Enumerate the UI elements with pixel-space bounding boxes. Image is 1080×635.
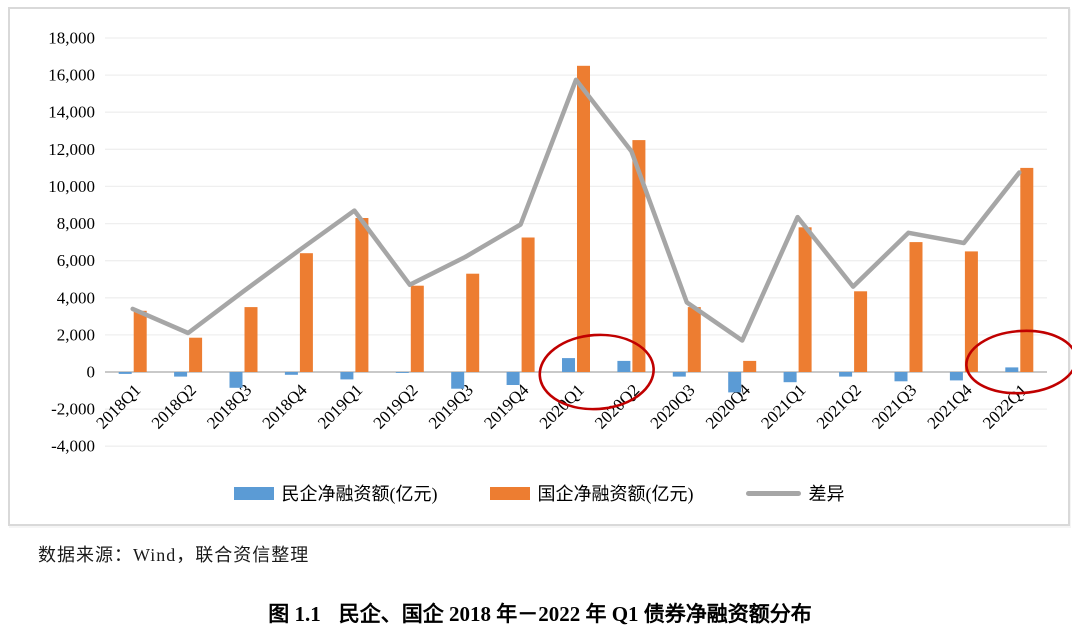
svg-text:2018Q1: 2018Q1 <box>92 380 144 432</box>
bar-series-0 <box>118 358 1019 393</box>
svg-text:2020Q3: 2020Q3 <box>646 380 698 432</box>
figure-caption: 图 1.1 民企、国企 2018 年－2022 年 Q1 债券净融资额分布 <box>0 598 1080 628</box>
svg-text:2019Q3: 2019Q3 <box>425 380 477 432</box>
chart-legend: 民企净融资额(亿元) 国企净融资额(亿元) 差异 <box>10 480 1068 506</box>
svg-text:14,000: 14,000 <box>48 103 95 122</box>
svg-text:2018Q4: 2018Q4 <box>259 380 312 433</box>
difference-line <box>130 77 1022 343</box>
figure-number: 图 1.1 <box>268 602 321 626</box>
svg-text:2018Q2: 2018Q2 <box>148 380 200 432</box>
figure-title: 民企、国企 2018 年－2022 年 Q1 债券净融资额分布 <box>338 602 812 626</box>
svg-text:16,000: 16,000 <box>48 66 95 85</box>
svg-text:8,000: 8,000 <box>57 214 95 233</box>
svg-text:-4,000: -4,000 <box>51 437 95 456</box>
legend-swatch-gray-line <box>745 490 801 496</box>
svg-text:2021Q3: 2021Q3 <box>868 380 920 432</box>
chart-container: -4,000 -2,000 0 2,000 4,000 6,000 8,000 10,000 1… <box>8 7 1078 526</box>
legend-item-difference: 差异 <box>745 480 845 506</box>
svg-text:18,000: 18,000 <box>48 29 95 48</box>
svg-text:0: 0 <box>87 363 96 382</box>
svg-text:2021Q4: 2021Q4 <box>924 380 977 433</box>
svg-text:2019Q2: 2019Q2 <box>369 380 421 432</box>
x-axis-tick-labels: 2018Q1 2018Q2 2018Q3 2018Q4 2019Q1 2019Q2 2019… <box>92 380 1031 433</box>
legend-swatch-orange <box>489 486 530 500</box>
y-axis-tick-labels: -4,000 -2,000 0 2,000 4,000 6,000 8,000 10,000 1… <box>48 29 95 456</box>
bar-series-1 <box>133 65 1034 373</box>
svg-text:6,000: 6,000 <box>57 251 95 270</box>
svg-text:2018Q3: 2018Q3 <box>203 380 255 432</box>
svg-text:2021Q1: 2021Q1 <box>757 380 809 432</box>
legend-item-soe: 国企净融资额(亿元) <box>489 480 694 506</box>
svg-text:-2,000: -2,000 <box>51 400 95 419</box>
data-source-note: 数据来源：Wind，联合资信整理 <box>38 545 310 565</box>
legend-label-soe: 国企净融资额(亿元) <box>537 484 694 504</box>
legend-label-difference: 差异 <box>808 484 845 504</box>
svg-text:2021Q2: 2021Q2 <box>813 380 865 432</box>
gridlines <box>105 37 1047 447</box>
svg-text:2,000: 2,000 <box>57 325 95 344</box>
legend-swatch-blue <box>233 486 274 500</box>
svg-text:2019Q4: 2019Q4 <box>480 380 533 433</box>
legend-label-private: 民企净融资额(亿元) <box>281 484 438 504</box>
svg-text:2019Q1: 2019Q1 <box>314 380 366 432</box>
svg-text:4,000: 4,000 <box>57 288 95 307</box>
svg-text:10,000: 10,000 <box>48 177 95 196</box>
svg-text:12,000: 12,000 <box>48 140 95 159</box>
legend-item-private: 民企净融资额(亿元) <box>233 480 438 506</box>
chart-plot-area: -4,000 -2,000 0 2,000 4,000 6,000 8,000 10,000 1… <box>10 9 1078 533</box>
svg-text:2020Q4: 2020Q4 <box>702 380 755 433</box>
